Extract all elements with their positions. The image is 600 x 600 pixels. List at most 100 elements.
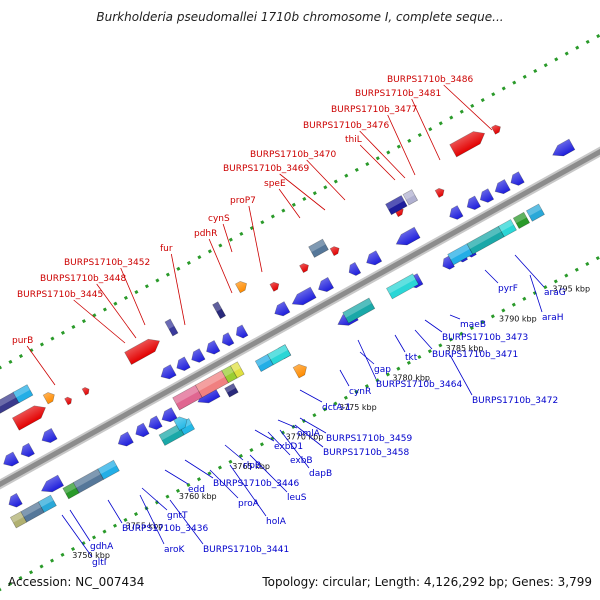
bottom-gene-label[interactable]: pyrF <box>498 284 518 294</box>
bottom-gene-label[interactable]: araG <box>544 288 566 298</box>
top-gene-label[interactable]: BURPS1710b_3452 <box>64 258 150 268</box>
reverse-gene[interactable] <box>174 356 191 373</box>
bottom-gene-label[interactable]: BURPS1710b_3471 <box>432 350 518 360</box>
forward-gene[interactable] <box>164 318 179 337</box>
bottom-gene-label[interactable]: BURPS1710b_3473 <box>442 333 528 343</box>
reverse-gene[interactable] <box>477 188 495 205</box>
lower-feature[interactable] <box>221 365 238 384</box>
bottom-gene-label[interactable]: BURPS1710b_3458 <box>323 448 409 458</box>
lower-feature[interactable] <box>292 362 309 379</box>
reverse-gene[interactable] <box>233 324 249 340</box>
bottom-gene-label[interactable]: leuS <box>287 493 307 503</box>
lower-feature[interactable] <box>20 501 45 523</box>
forward-gene[interactable] <box>385 195 408 216</box>
forward-gene[interactable] <box>269 280 281 292</box>
bottom-gene-label[interactable]: gdhA <box>90 542 114 552</box>
reverse-gene[interactable] <box>6 493 23 509</box>
reverse-gene[interactable] <box>364 250 383 268</box>
bottom-gene-label[interactable]: BURPS1710b_3441 <box>203 545 289 555</box>
reverse-gene[interactable] <box>550 138 576 160</box>
bottom-gene-label[interactable]: BURPS1710b_3472 <box>472 396 558 406</box>
forward-gene[interactable] <box>212 301 227 320</box>
bottom-gene-label[interactable]: dapB <box>309 469 332 479</box>
reverse-gene[interactable] <box>464 195 481 212</box>
reverse-gene[interactable] <box>115 431 134 449</box>
lower-feature[interactable] <box>526 203 545 222</box>
bottom-gene-label[interactable]: edd <box>188 485 205 495</box>
lower-feature[interactable] <box>224 383 239 398</box>
lower-feature[interactable] <box>37 494 57 513</box>
bottom-gene-label[interactable]: dctA-1 <box>322 403 351 413</box>
reverse-gene[interactable] <box>440 255 455 271</box>
bottom-gene-label[interactable]: gap <box>374 365 391 375</box>
reverse-gene[interactable] <box>219 332 235 348</box>
top-gene-label[interactable]: BURPS1710b_3470 <box>250 150 336 160</box>
top-gene-label[interactable]: BURPS1710b_3481 <box>355 89 441 99</box>
reverse-gene[interactable] <box>393 226 421 249</box>
lower-feature[interactable] <box>267 344 292 366</box>
bottom-gene-label[interactable]: omlA <box>297 429 321 439</box>
top-gene-label[interactable]: pdhR <box>194 229 217 239</box>
bottom-gene-label[interactable]: araH <box>542 313 564 323</box>
top-gene-label[interactable]: thiL <box>345 135 362 145</box>
lower-feature[interactable] <box>62 482 80 500</box>
lower-feature[interactable] <box>72 468 105 494</box>
top-gene-label[interactable]: BURPS1710b_3469 <box>223 164 309 174</box>
bottom-gene-label[interactable]: BURPS1710b_3464 <box>376 380 462 390</box>
top-gene-label[interactable]: fur <box>160 244 173 254</box>
lower-feature[interactable] <box>512 211 531 229</box>
top-gene-label[interactable]: proP7 <box>230 196 256 206</box>
reverse-gene[interactable] <box>204 340 221 356</box>
reverse-gene[interactable] <box>159 407 178 425</box>
forward-gene[interactable] <box>124 335 163 365</box>
forward-gene[interactable] <box>11 401 49 431</box>
top-gene-label[interactable]: speE <box>264 179 286 189</box>
forward-gene[interactable] <box>42 390 57 405</box>
top-gene-label[interactable]: BURPS1710b_3486 <box>387 75 473 85</box>
forward-gene[interactable] <box>402 189 419 206</box>
lower-feature[interactable] <box>173 414 190 431</box>
reverse-gene[interactable] <box>272 301 291 319</box>
forward-gene[interactable] <box>12 384 34 404</box>
reverse-gene[interactable] <box>289 286 317 309</box>
lower-feature[interactable] <box>342 297 376 324</box>
lower-feature[interactable] <box>498 219 517 238</box>
lower-feature[interactable] <box>254 353 274 372</box>
top-gene-label[interactable]: BURPS1710b_3445 <box>17 290 103 300</box>
forward-gene[interactable] <box>308 238 329 258</box>
bottom-gene-label[interactable]: rlpB <box>243 461 261 471</box>
forward-gene[interactable] <box>449 127 488 158</box>
bottom-gene-label[interactable]: aroK <box>164 545 186 555</box>
reverse-gene[interactable] <box>39 427 58 445</box>
bottom-gene-label[interactable]: tkt <box>405 353 418 363</box>
reverse-gene[interactable] <box>146 415 163 432</box>
bottom-gene-label[interactable]: proA <box>238 499 260 509</box>
forward-gene[interactable] <box>491 123 503 135</box>
forward-gene[interactable] <box>64 396 74 406</box>
reverse-gene[interactable] <box>346 261 362 277</box>
top-gene-label[interactable]: BURPS1710b_3476 <box>303 121 389 131</box>
bottom-gene-label[interactable]: BURPS1710b_3446 <box>213 479 299 489</box>
bottom-gene-label[interactable]: gntT <box>167 511 188 521</box>
bottom-gene-label[interactable]: gltI <box>92 558 106 568</box>
top-gene-label[interactable]: BURPS1710b_3448 <box>40 274 126 284</box>
reverse-gene[interactable] <box>1 451 20 469</box>
forward-gene[interactable] <box>81 386 91 396</box>
lower-feature[interactable] <box>466 225 505 255</box>
reverse-gene[interactable] <box>492 179 511 196</box>
bottom-gene-label[interactable]: holA <box>266 517 287 527</box>
reverse-gene[interactable] <box>158 364 177 382</box>
bottom-gene-label[interactable]: BURPS1710b_3436 <box>122 524 208 534</box>
lower-feature[interactable] <box>97 459 120 480</box>
bottom-gene-label[interactable]: BURPS1710b_3459 <box>326 434 412 444</box>
top-gene-label[interactable]: BURPS1710b_3477 <box>331 105 417 115</box>
bottom-gene-label[interactable]: maeB <box>460 320 486 330</box>
reverse-gene[interactable] <box>189 348 206 365</box>
reverse-gene[interactable] <box>508 171 525 188</box>
top-gene-label[interactable]: cynS <box>208 214 230 224</box>
forward-gene[interactable] <box>434 187 446 198</box>
forward-gene[interactable] <box>329 245 341 257</box>
top-gene-label[interactable]: purB <box>12 336 33 346</box>
reverse-gene[interactable] <box>39 474 65 496</box>
